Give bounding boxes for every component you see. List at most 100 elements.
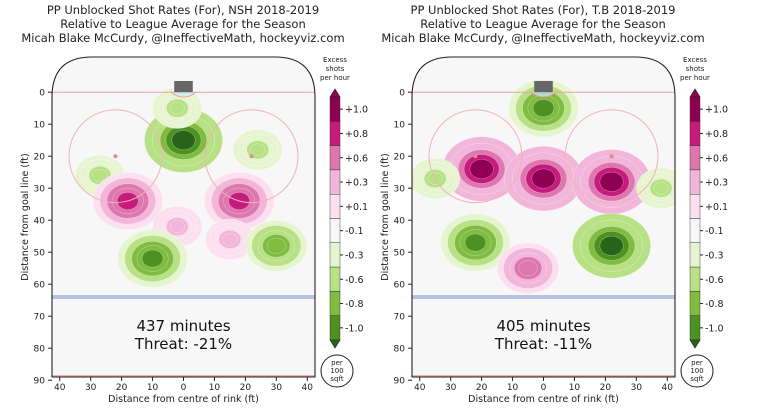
y-tick-label: 60 (394, 281, 406, 291)
x-tick-label: 20 (116, 383, 128, 393)
colorbar-label: +0.6 (345, 153, 368, 164)
colorbar-segment (329, 193, 341, 219)
y-axis-label: Distance from goal line (ft) (20, 153, 31, 281)
y-tick-label: 70 (394, 313, 406, 323)
y-tick-label: 20 (394, 153, 406, 163)
colorbar-arrow-bottom (689, 339, 701, 349)
y-tick-label: 20 (34, 153, 46, 163)
colorbar-label: +1.0 (345, 105, 368, 116)
x-tick-label: 10 (147, 383, 159, 393)
colorbar-segment (689, 145, 701, 171)
heat-blob (141, 249, 164, 268)
colorbar-arrow-top (689, 88, 701, 98)
colorbar-title-line: per hour (320, 74, 350, 82)
blue-line (412, 295, 675, 299)
colorbar-segment (329, 121, 341, 146)
colorbar-label: -1.0 (705, 323, 724, 334)
colorbar-title-line: per hour (680, 74, 710, 82)
colorbar-label: +0.8 (345, 129, 368, 140)
faceoff-circle-right (564, 109, 659, 204)
colorbar-segment (689, 96, 701, 122)
y-axis-label: Distance from goal line (ft) (380, 153, 391, 281)
x-tick-label: 10 (569, 383, 581, 393)
y-tick-label: 90 (394, 377, 406, 387)
y-tick-label: 0 (39, 89, 45, 99)
heat-blob (653, 181, 669, 195)
colorbar-arrow-bottom (329, 339, 341, 349)
faceoff-circle-left (428, 109, 523, 204)
colorbar-segment (689, 218, 701, 243)
colorbar-label: -0.3 (345, 250, 364, 261)
faceoff-circle-right (204, 109, 299, 204)
rink-outline (51, 56, 316, 378)
colorbar-segment (689, 121, 701, 146)
colorbar-segment (689, 193, 701, 219)
colorbar-label: +0.6 (705, 153, 728, 164)
faceoff-circle-left (68, 109, 163, 204)
y-tick-label: 80 (34, 345, 46, 355)
colorbar-label: -0.6 (705, 275, 724, 286)
unit-label: 100 (330, 367, 343, 375)
colorbar-segment (689, 242, 701, 268)
x-tick-label: 40 (414, 383, 426, 393)
x-tick-label: 30 (445, 383, 457, 393)
unit-label: per (691, 359, 703, 367)
heat-blob (518, 260, 538, 277)
colorbar-label: -0.8 (705, 299, 724, 310)
y-tick-label: 30 (34, 185, 46, 195)
colorbar-segment (329, 218, 341, 243)
threat-label: Threat: -21% (134, 335, 232, 353)
x-axis-label: Distance from centre of rink (ft) (108, 394, 259, 405)
colorbar-label: +0.3 (705, 178, 728, 189)
y-tick-label: 0 (399, 89, 405, 99)
heat-blob (169, 101, 185, 115)
colorbar-segment (689, 291, 701, 316)
chart-title-line: PP Unblocked Shot Rates (For), NSH 2018-… (47, 3, 319, 17)
colorbar-label: +0.3 (345, 178, 368, 189)
heat-blob (92, 169, 108, 182)
y-tick-label: 80 (394, 345, 406, 355)
x-tick-label: 30 (631, 383, 643, 393)
colorbar-segment (689, 169, 701, 195)
colorbar-label: +0.1 (705, 202, 728, 213)
colorbar-segment (689, 266, 701, 292)
y-tick-label: 40 (34, 217, 46, 227)
colorbar-segment (689, 315, 701, 341)
x-tick-label: 20 (600, 383, 612, 393)
heat-blob (250, 143, 266, 157)
y-tick-label: 10 (394, 121, 406, 131)
heat-blob (599, 235, 624, 256)
colorbar-label: -0.6 (345, 275, 364, 286)
goal-crease (530, 91, 557, 98)
minutes-label: 437 minutes (136, 317, 230, 335)
y-tick-label: 40 (394, 217, 406, 227)
colorbar-title-line: shots (326, 65, 345, 73)
x-tick-label: 30 (85, 383, 97, 393)
heat-blob (531, 168, 556, 189)
heat-blob (599, 171, 624, 192)
unit-label: sqft (690, 375, 703, 383)
colorbar-segment (329, 242, 341, 268)
x-tick-label: 0 (541, 383, 547, 393)
heat-blob (169, 220, 185, 233)
colorbar-title-line: Excess (323, 56, 347, 64)
unit-label: per (331, 359, 343, 367)
chart-title-line: Micah Blake McCurdy, @IneffectiveMath, h… (381, 31, 704, 45)
panel-1: PP Unblocked Shot Rates (For), NSH 2018-… (20, 3, 368, 405)
colorbar-label: -0.8 (345, 299, 364, 310)
chart-title-line: Relative to League Average for the Seaso… (60, 17, 306, 31)
heat-blob (532, 99, 555, 118)
colorbar-label: -0.3 (705, 250, 724, 261)
faceoff-dot (473, 154, 478, 159)
x-tick-label: 0 (181, 383, 187, 393)
chart-title-line: PP Unblocked Shot Rates (For), T.B 2018-… (411, 3, 676, 17)
colorbar-label: +0.8 (705, 129, 728, 140)
colorbar-title-line: shots (686, 65, 705, 73)
x-tick-label: 10 (209, 383, 221, 393)
x-tick-label: 40 (662, 383, 674, 393)
colorbar-label: -0.1 (705, 226, 724, 237)
heat-blob (464, 233, 487, 252)
faceoff-dot (113, 154, 118, 159)
